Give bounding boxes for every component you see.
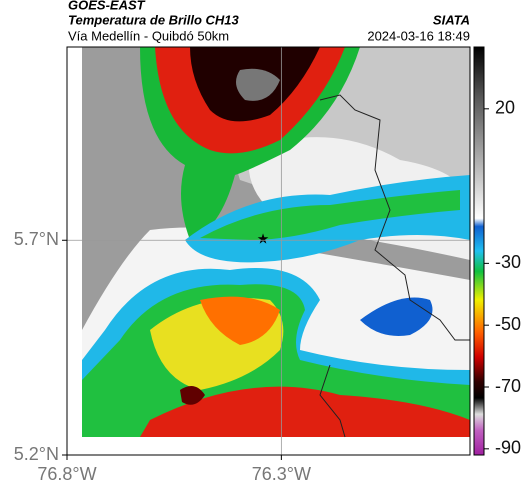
colorbar-label: -90 [495,438,521,458]
x-tick-label: 76.3°W [252,464,311,484]
colorbar-label: 20 [495,98,515,118]
colorbar-label: -30 [495,252,521,272]
subtitle: Temperatura de Brillo CH13 [68,12,240,27]
y-tick-label: 5.7°N [14,229,59,249]
border [319,364,346,438]
x-tick-label: 76.8°W [37,464,96,484]
source: SIATA [433,12,470,27]
map-frame [66,46,471,456]
colorbar-label: -50 [495,314,521,334]
satellite-image [82,47,470,437]
location: Vía Medellín - Quibdó 50km [68,28,229,43]
border [319,94,470,341]
timestamp: 2024-03-16 18:49 [367,28,470,43]
colorbar [473,46,485,456]
y-tick-label: 5.2°N [14,444,59,464]
location-marker: ★ [257,231,270,247]
colorbar-label: -70 [495,376,521,396]
title: GOES-EAST [68,0,146,12]
